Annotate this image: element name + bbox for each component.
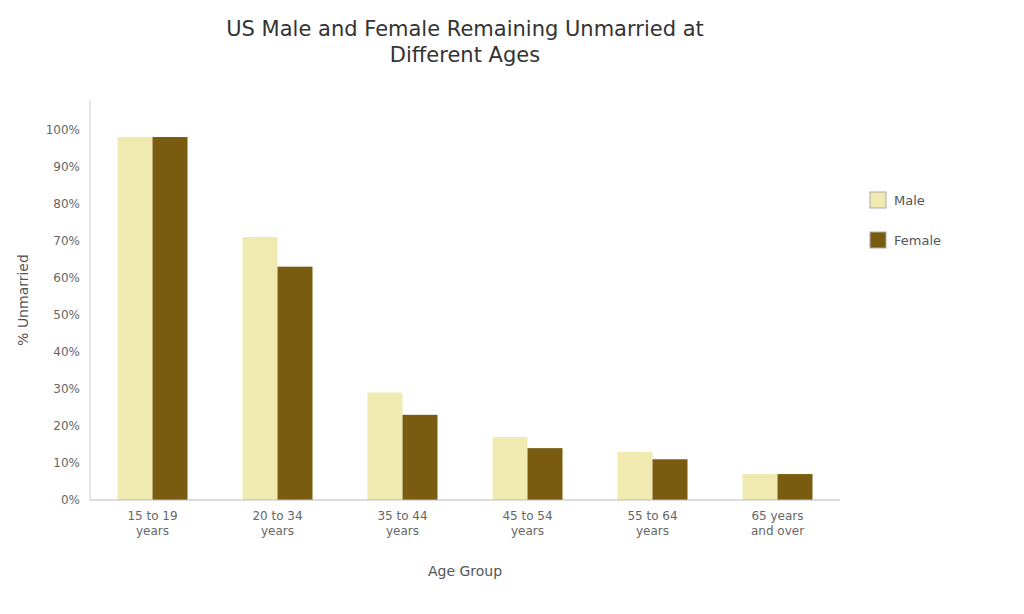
y-tick-label: 70% xyxy=(53,234,80,248)
background xyxy=(0,0,1024,614)
x-tick-label: 45 to 54years xyxy=(502,509,552,538)
bar xyxy=(743,474,778,500)
y-axis-label: % Unmarried xyxy=(15,254,31,346)
bar xyxy=(368,393,403,500)
x-tick-label: 20 to 34years xyxy=(252,509,302,538)
y-axis-line xyxy=(90,100,91,500)
bar xyxy=(618,452,653,500)
bar xyxy=(778,474,813,500)
x-axis-label: Age Group xyxy=(428,563,502,579)
y-tick-label: 100% xyxy=(46,123,80,137)
bar xyxy=(403,415,438,500)
y-tick-label: 80% xyxy=(53,197,80,211)
x-tick-label: 35 to 44years xyxy=(377,509,427,538)
chart: US Male and Female Remaining Unmarried a… xyxy=(0,0,1024,614)
title: US Male and Female Remaining Unmarried a… xyxy=(226,17,704,67)
y-tick-label: 30% xyxy=(53,382,80,396)
legend-label: Female xyxy=(894,233,941,248)
legend-swatch xyxy=(870,192,886,208)
bar xyxy=(528,448,563,500)
y-tick-label: 90% xyxy=(53,160,80,174)
bar xyxy=(118,137,153,500)
y-tick-label: 40% xyxy=(53,345,80,359)
bar xyxy=(153,137,188,500)
x-axis-line xyxy=(90,500,840,501)
legend: Male Female xyxy=(870,192,941,248)
bar xyxy=(653,459,688,500)
y-tick-label: 0% xyxy=(61,493,80,507)
y-tick-label: 10% xyxy=(53,456,80,470)
bars xyxy=(118,137,813,500)
legend-label: Male xyxy=(894,193,925,208)
y-tick-label: 50% xyxy=(53,308,80,322)
y-tick-label: 20% xyxy=(53,419,80,433)
legend-swatch xyxy=(870,232,886,248)
bar xyxy=(493,437,528,500)
x-tick-label: 55 to 64years xyxy=(627,509,677,538)
bar xyxy=(278,267,313,500)
x-tick-label: 15 to 19years xyxy=(127,509,177,538)
bar xyxy=(243,237,278,500)
y-tick-label: 60% xyxy=(53,271,80,285)
x-tick-label: 65 yearsand over xyxy=(751,509,804,538)
